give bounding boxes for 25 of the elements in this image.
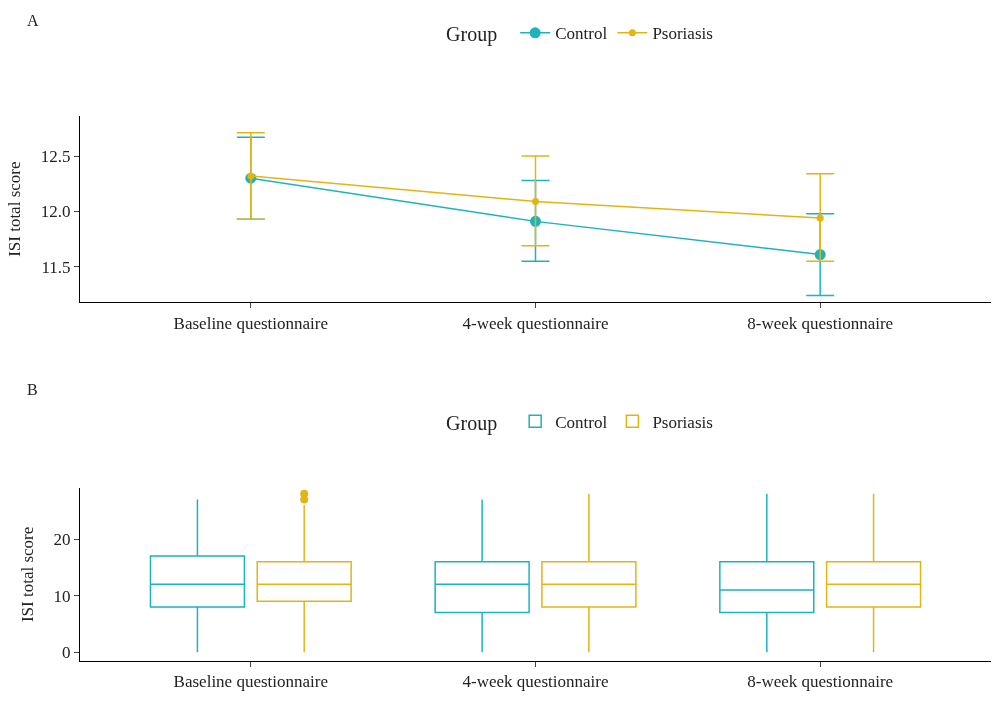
- legend-title: Group: [446, 411, 508, 435]
- x-tick-label: Baseline questionnaire: [173, 313, 328, 333]
- legend-label: Psoriasis: [652, 412, 713, 432]
- y-tick-label: 0: [62, 643, 71, 663]
- legend-title: Group: [446, 23, 508, 47]
- x-tick-label: 4-week questionnaire: [462, 313, 609, 333]
- y-axis-title: ISI total score: [18, 526, 38, 623]
- x-tick-label: 8-week questionnaire: [747, 313, 894, 333]
- chart-title: B: [27, 381, 38, 398]
- y-tick-label: 20: [53, 529, 71, 549]
- point: [532, 197, 539, 205]
- x-tick-label: 4-week questionnaire: [462, 672, 609, 692]
- y-tick-label: 12.5: [40, 147, 71, 167]
- x-tick-label: 8-week questionnaire: [747, 672, 894, 692]
- y-tick-label: 10: [53, 586, 71, 606]
- legend-label: Psoriasis: [652, 24, 713, 44]
- point: [247, 172, 255, 180]
- legend-label: Control: [555, 24, 608, 44]
- y-tick-label: 12.0: [40, 202, 71, 222]
- chart-title: A: [27, 12, 39, 29]
- y-axis-title: ISI total score: [5, 161, 25, 257]
- legend-label: Control: [555, 412, 608, 432]
- x-tick-label: Baseline questionnaire: [173, 672, 328, 692]
- point: [816, 214, 824, 222]
- y-tick-label: 11.5: [41, 257, 71, 277]
